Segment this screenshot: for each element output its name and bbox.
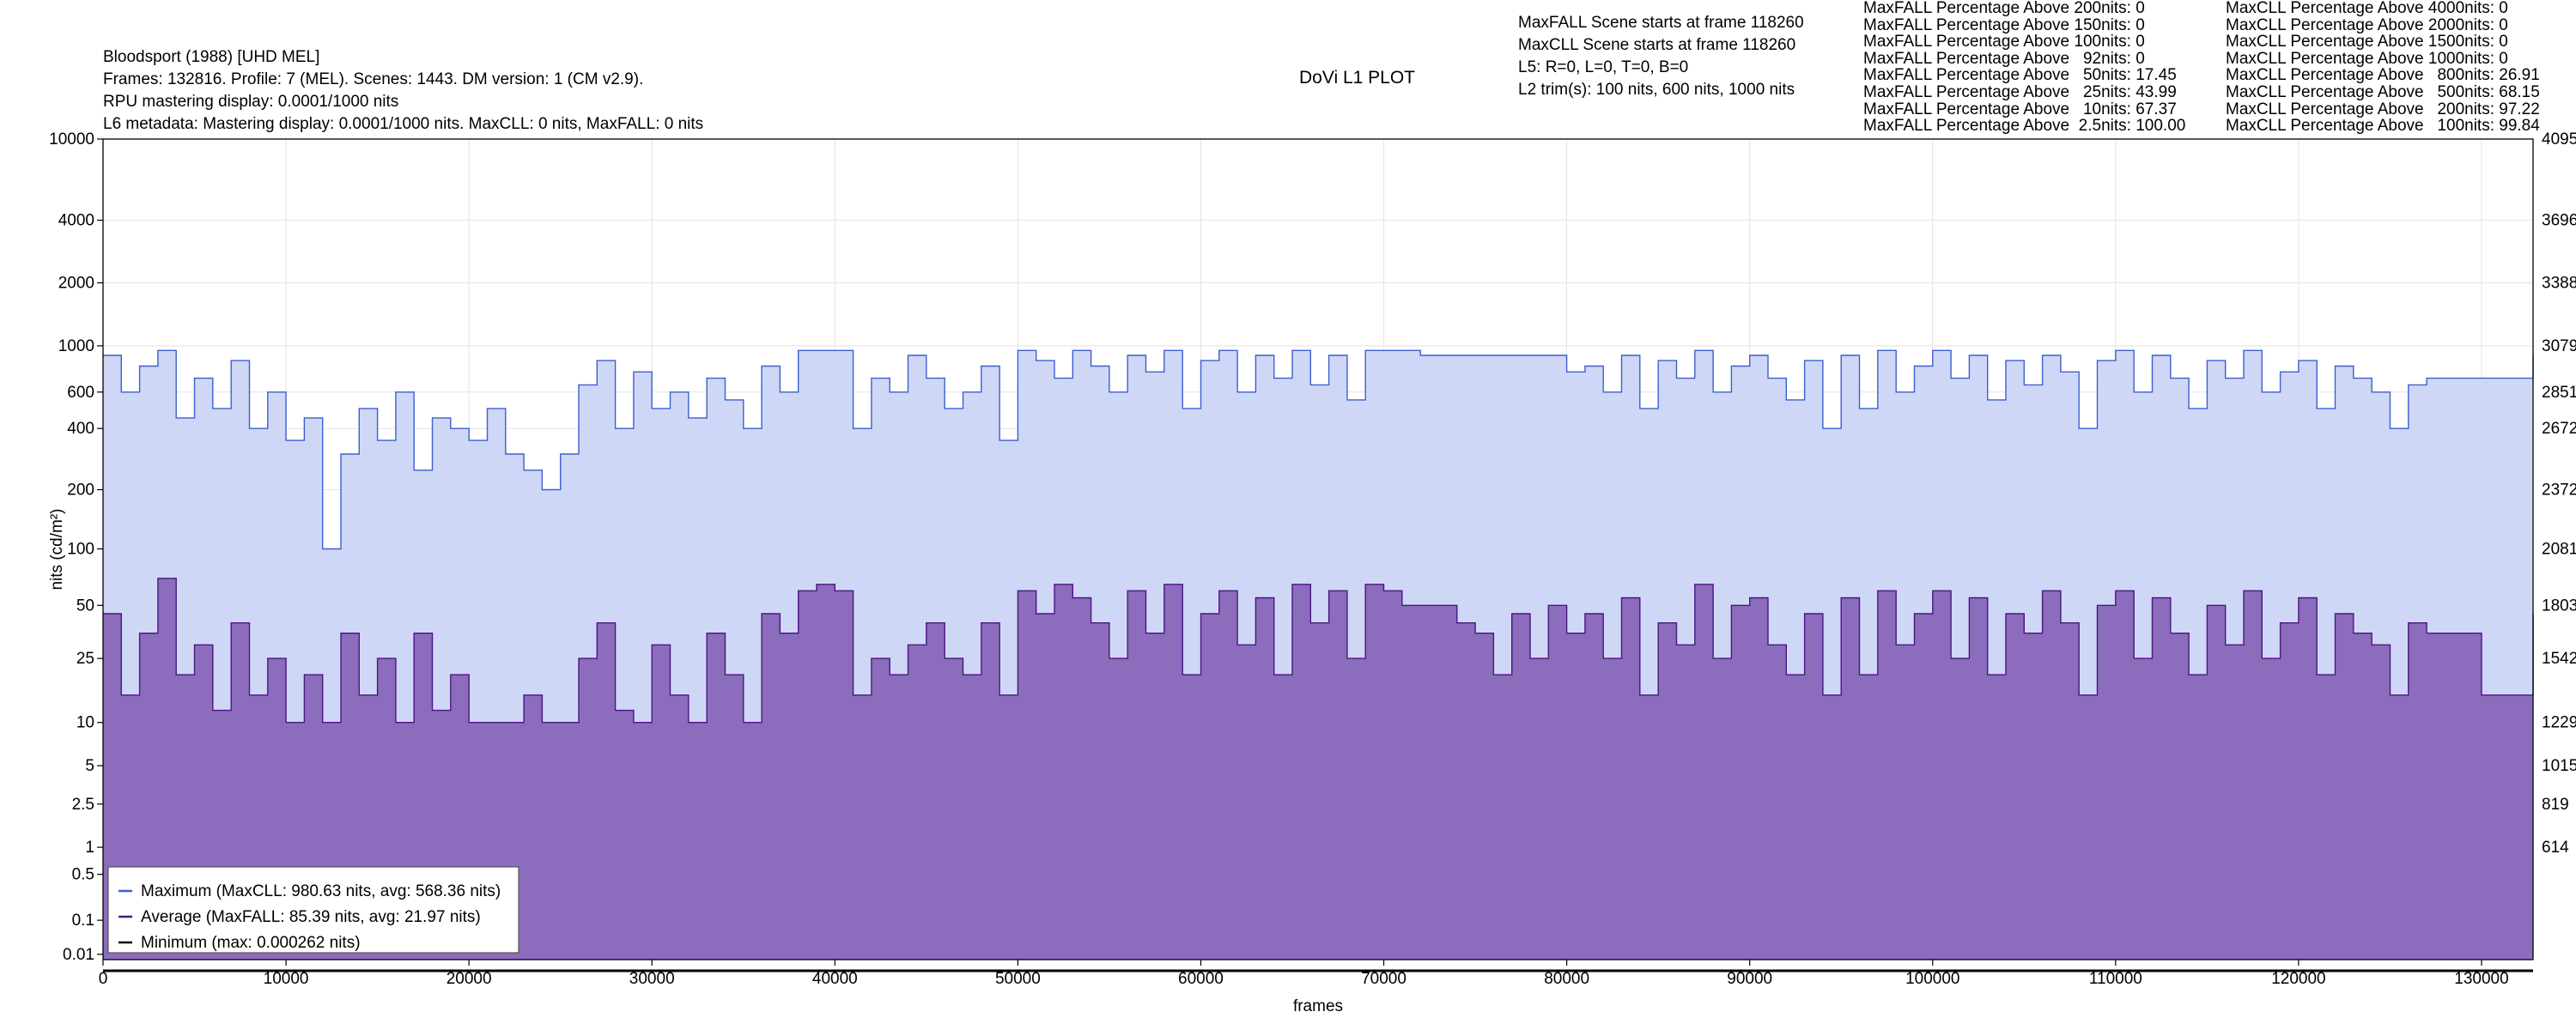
legend-entry: Maximum (MaxCLL: 980.63 nits, avg: 568.3… xyxy=(141,882,501,900)
y-tick-label: 0.5 xyxy=(72,866,94,884)
x-tick-label: 120000 xyxy=(2271,970,2325,988)
right-tick-label: 2081 xyxy=(2542,540,2576,558)
legend: Maximum (MaxCLL: 980.63 nits, avg: 568.3… xyxy=(107,866,519,954)
maxcll-percentage-block: MaxCLL Percentage Above 4000nits: 0 MaxCL… xyxy=(2226,0,2540,135)
maxfall-percentage-line: MaxFALL Percentage Above 150nits: 0 xyxy=(1863,15,2145,34)
series-1-line xyxy=(103,578,2534,724)
y-tick-label: 10 xyxy=(76,714,94,732)
right-tick-label: 4095 xyxy=(2542,130,2576,148)
y-tick-label: 1000 xyxy=(58,337,94,355)
y-tick-label: 2.5 xyxy=(72,796,94,814)
maxcll-percentage-line: MaxCLL Percentage Above 800nits: 26.91 xyxy=(2226,66,2540,85)
info-line: L6 metadata: Mastering display: 0.0001/1… xyxy=(103,115,704,133)
y-tick-label: 2000 xyxy=(58,275,94,293)
y-tick-label: 25 xyxy=(76,650,94,668)
maxfall-percentage-line: MaxFALL Percentage Above 25nits: 43.99 xyxy=(1863,82,2177,101)
maxcll-percentage-line: MaxCLL Percentage Above 2000nits: 0 xyxy=(2226,15,2508,34)
x-tick-label: 100000 xyxy=(1905,970,1959,988)
scene-info-line: MaxCLL Scene starts at frame 118260 xyxy=(1518,36,1796,54)
x-tick-label: 0 xyxy=(99,970,108,988)
maxfall-percentage-line: MaxFALL Percentage Above 50nits: 17.45 xyxy=(1863,66,2177,85)
maxfall-percentage-line: MaxFALL Percentage Above 200nits: 0 xyxy=(1863,0,2145,17)
axes: 0.01 0.1 0.5 1 2.5 5 10 25 50 100 200 400 600 1000 200… xyxy=(49,130,2576,988)
right-tick-label: 3388 xyxy=(2542,275,2576,293)
scene-info-block: MaxFALL Scene starts at frame 118260 MaxC… xyxy=(1518,12,1804,101)
maxfall-percentage-line: MaxFALL Percentage Above 2.5nits: 100.00 xyxy=(1863,117,2186,136)
info-line: Frames: 132816. Profile: 7 (MEL). Scenes… xyxy=(103,70,644,88)
x-tick-label: 30000 xyxy=(629,970,675,988)
right-tick-label: 1542 xyxy=(2542,650,2576,668)
right-tick-label: 2851 xyxy=(2542,384,2576,402)
x-tick-label: 80000 xyxy=(1544,970,1589,988)
info-line: RPU mastering display: 0.0001/1000 nits xyxy=(103,93,399,111)
x-tick-label: 20000 xyxy=(447,970,492,988)
maxfall-percentage-block: MaxFALL Percentage Above 200nits: 0 MaxFA… xyxy=(1863,0,2185,135)
y-tick-label: 4000 xyxy=(58,212,94,230)
x-axis-label: frames xyxy=(1293,997,1343,1015)
legend-box xyxy=(107,866,519,954)
maxfall-percentage-line: MaxFALL Percentage Above 100nits: 0 xyxy=(1863,33,2145,52)
y-tick-label: 600 xyxy=(67,384,94,402)
scene-info-line: MaxFALL Scene starts at frame 118260 xyxy=(1518,14,1804,32)
x-tick-label: 90000 xyxy=(1727,970,1772,988)
x-tick-label: 110000 xyxy=(2089,970,2142,988)
series-1-area xyxy=(103,578,2533,960)
maxfall-percentage-line: MaxFALL Percentage Above 10nits: 67.37 xyxy=(1863,100,2177,118)
maxfall-percentage-line: MaxFALL Percentage Above 92nits: 0 xyxy=(1863,49,2145,68)
x-tick-label: 130000 xyxy=(2454,970,2508,988)
right-tick-label: 1803 xyxy=(2542,597,2576,615)
right-tick-label: 2372 xyxy=(2542,482,2576,500)
maxcll-percentage-line: MaxCLL Percentage Above 500nits: 68.15 xyxy=(2226,82,2540,101)
series-layer xyxy=(103,349,2534,972)
maxcll-percentage-line: MaxCLL Percentage Above 1500nits: 0 xyxy=(2226,33,2508,52)
y-tick-label: 10000 xyxy=(49,130,94,148)
series-0-line xyxy=(103,349,2534,550)
scene-info-line: L2 trim(s): 100 nits, 600 nits, 1000 nit… xyxy=(1518,81,1795,99)
right-tick-label: 1229 xyxy=(2542,714,2576,732)
maxcll-percentage-line: MaxCLL Percentage Above 100nits: 99.84 xyxy=(2226,117,2540,136)
scene-info-line: L5: R=0, L=0, T=0, B=0 xyxy=(1518,58,1689,76)
right-tick-label: 3079 xyxy=(2542,337,2576,355)
maxcll-percentage-line: MaxCLL Percentage Above 1000nits: 0 xyxy=(2226,49,2508,68)
right-tick-label: 614 xyxy=(2542,839,2569,857)
maxcll-percentage-line: MaxCLL Percentage Above 200nits: 97.22 xyxy=(2226,100,2540,118)
chart-title: DoVi L1 PLOT xyxy=(1299,68,1416,88)
info-block: Bloodsport (1988) [UHD MEL] Frames: 13281… xyxy=(103,46,703,136)
y-tick-label: 5 xyxy=(85,757,94,775)
info-line: Bloodsport (1988) [UHD MEL] xyxy=(103,48,320,66)
x-tick-label: 40000 xyxy=(812,970,858,988)
y-tick-label: 0.01 xyxy=(63,946,94,964)
y-tick-label: 100 xyxy=(67,540,94,558)
y-tick-label: 400 xyxy=(67,420,94,438)
y-axis-label: nits (cd/m²) xyxy=(48,509,66,591)
right-tick-label: 3696 xyxy=(2542,212,2576,230)
y-tick-label: 200 xyxy=(67,482,94,500)
y-tick-label: 0.1 xyxy=(72,912,94,930)
right-tick-label: 1015 xyxy=(2542,757,2576,775)
legend-entry: Minimum (max: 0.000262 nits) xyxy=(141,934,361,952)
x-tick-label: 50000 xyxy=(995,970,1041,988)
x-tick-label: 60000 xyxy=(1178,970,1224,988)
right-tick-label: 819 xyxy=(2542,796,2569,814)
right-tick-label: 2672 xyxy=(2542,420,2576,438)
y-tick-label: 1 xyxy=(85,839,94,857)
x-tick-label: 10000 xyxy=(264,970,309,988)
legend-entry: Average (MaxFALL: 85.39 nits, avg: 21.97… xyxy=(141,908,481,926)
maxcll-percentage-line: MaxCLL Percentage Above 4000nits: 0 xyxy=(2226,0,2508,17)
y-tick-label: 50 xyxy=(76,597,94,615)
x-tick-label: 70000 xyxy=(1361,970,1406,988)
